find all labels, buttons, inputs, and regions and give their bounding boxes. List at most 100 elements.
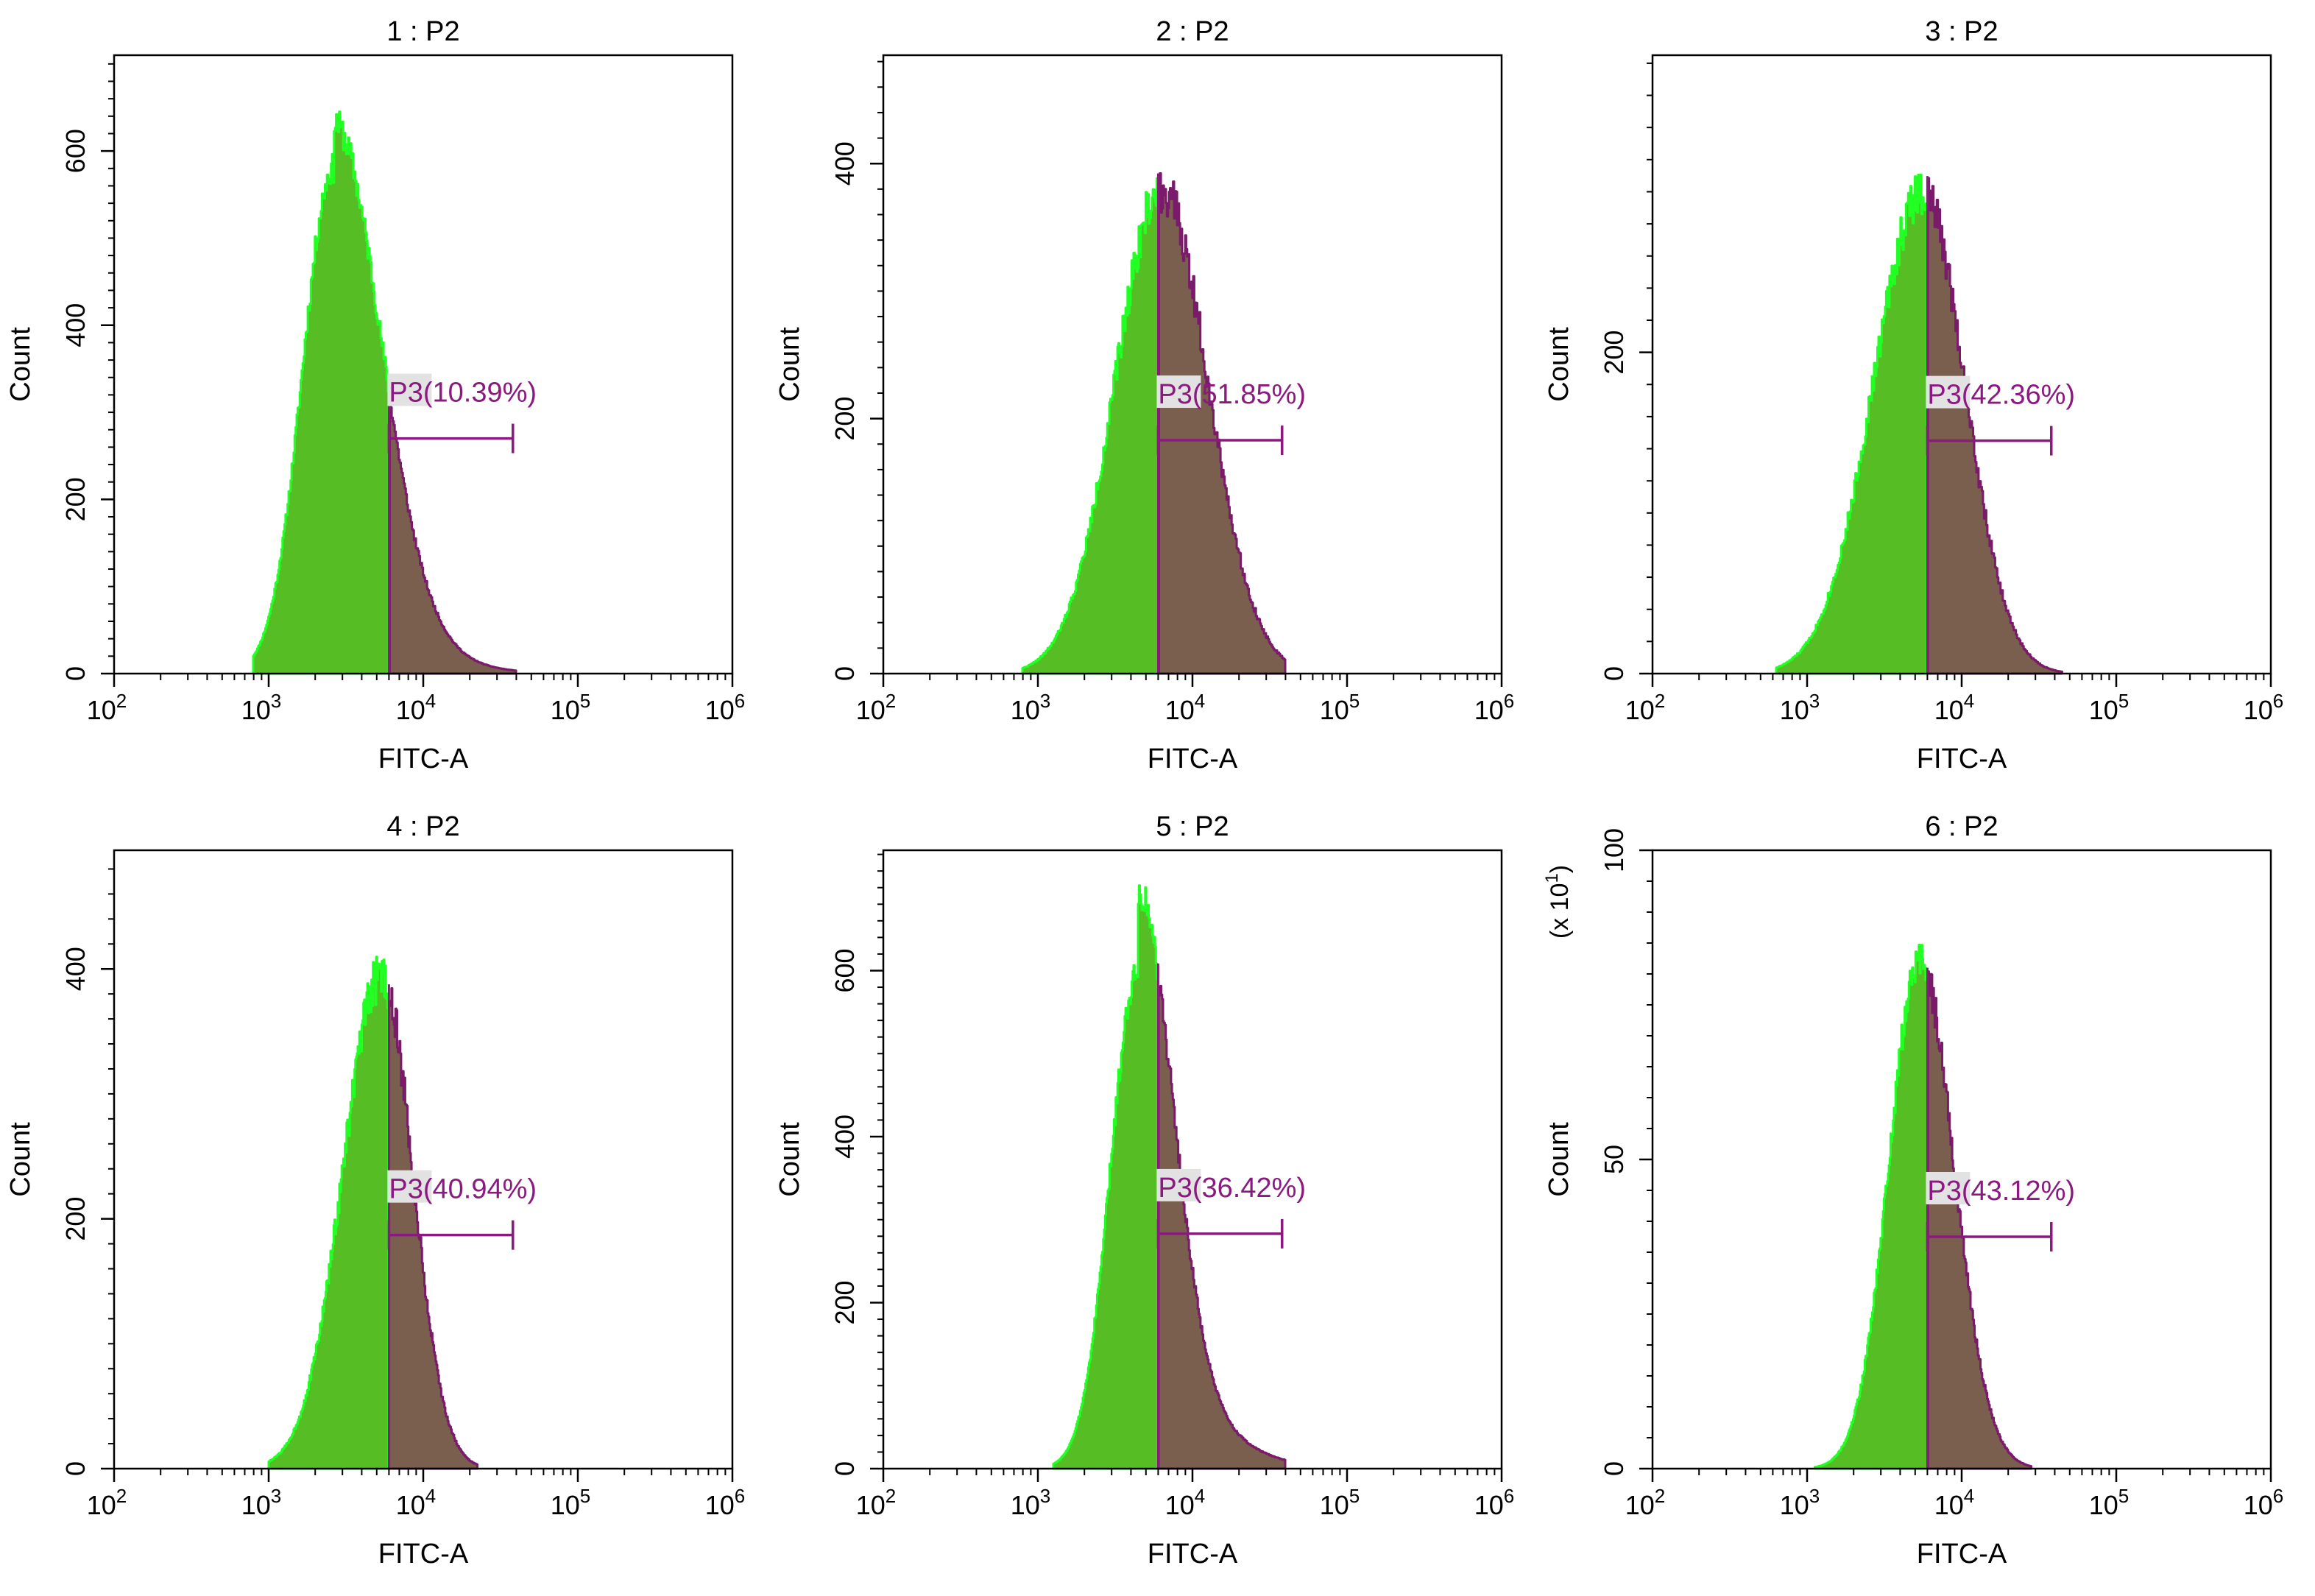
x-tick-label: 103 [1011, 1485, 1051, 1520]
gate-label-background [387, 1170, 432, 1203]
x-tick-label: 102 [856, 690, 897, 725]
gate-label: P3(43.12%) [1927, 1176, 2075, 1207]
y-axis-ticks: 0 200 400 600 [60, 63, 114, 681]
gate-label-background [1926, 1172, 1971, 1204]
x-axis-label: FITC-A [1148, 1539, 1238, 1569]
y-tick-label: 600 [830, 948, 860, 992]
gate-label: P3(51.85%) [1158, 379, 1306, 410]
histogram-below-gate-area [1775, 173, 1929, 675]
y-tick-label: 400 [830, 141, 860, 186]
x-tick-label: 104 [1934, 1485, 1975, 1520]
y-tick-label: 600 [60, 129, 91, 173]
x-axis-label: FITC-A [1917, 744, 2007, 774]
y-tick-label: 0 [60, 1461, 91, 1476]
gate-label-background [1926, 375, 1971, 409]
x-tick-label: 103 [241, 690, 282, 725]
x-tick-label: 104 [1934, 690, 1975, 725]
histogram-above-gate-area [388, 987, 478, 1470]
x-tick-label: 102 [856, 1485, 897, 1520]
histogram-below-gate-area [1052, 884, 1159, 1470]
histogram-panel-3: 102 103 104 105 106 0 200 3 : P2 FITC-A Count P3(4… [1544, 16, 2283, 774]
histogram-below-gate-area [267, 956, 389, 1470]
y-tick-label: 50 [1599, 1145, 1629, 1174]
y-tick-label: 400 [60, 303, 91, 347]
x-tick-label: 106 [1474, 690, 1515, 725]
y-axis-label: Count [1544, 327, 1574, 402]
y-axis-label: Count [774, 1122, 805, 1197]
x-tick-label: 106 [705, 1485, 746, 1520]
gate-label: P3(10.39%) [389, 378, 537, 409]
gate-label: P3(40.94%) [389, 1174, 537, 1205]
panel-title: 6 : P2 [1925, 811, 1998, 842]
histogram-above-gate-area [1926, 177, 2063, 675]
y-axis-ticks: 0 200 400 [830, 60, 883, 681]
y-tick-label: 200 [1599, 331, 1629, 375]
histogram-above-gate-area [1926, 970, 2032, 1470]
y-axis-label: Count [5, 1122, 36, 1197]
x-axis-label: FITC-A [1917, 1539, 2007, 1569]
x-tick-label: 104 [1165, 1485, 1206, 1520]
x-tick-label: 106 [1474, 1485, 1515, 1520]
x-axis-ticks: 102 103 104 105 106 [87, 1469, 746, 1520]
histogram-above-gate-area [1157, 172, 1287, 675]
y-tick-label: 200 [830, 1280, 860, 1324]
gate-marker-p3[interactable]: P3(42.36%) [1926, 375, 2075, 456]
y-tick-label: 400 [830, 1115, 860, 1159]
x-tick-label: 102 [87, 690, 127, 725]
y-tick-label: 200 [60, 477, 91, 521]
x-tick-label: 106 [2244, 690, 2284, 725]
gate-marker-p3[interactable]: P3(51.85%) [1156, 375, 1306, 456]
panel-title: 1 : P2 [386, 16, 459, 47]
y-axis-ticks: 0 50 100 [1599, 828, 1653, 1476]
y-tick-label: 200 [60, 1197, 91, 1241]
gate-marker-p3[interactable]: P3(43.12%) [1926, 1172, 2075, 1251]
x-tick-label: 105 [2089, 690, 2130, 725]
histogram-panel-4: 102 103 104 105 106 0 200 400 4 : P2 FITC-A Count P… [5, 811, 745, 1569]
x-axis-ticks: 102 103 104 105 106 [87, 674, 745, 725]
histogram-panel-1: 102 103 104 105 106 0 200 400 600 1 : P2 FITC-A Cou… [5, 16, 745, 774]
gate-label-background [387, 373, 432, 406]
gate-marker-p3[interactable]: P3(36.42%) [1156, 1168, 1306, 1249]
y-axis-ticks: 0 200 400 600 [830, 853, 883, 1476]
x-axis-label: FITC-A [1148, 744, 1238, 774]
y-axis-label: Count [774, 327, 805, 402]
x-tick-label: 102 [1625, 690, 1666, 725]
y-tick-label: 0 [60, 666, 91, 681]
histogram-above-gate-area [388, 398, 517, 675]
panel-title: 3 : P2 [1925, 16, 1998, 47]
y-axis-multiplier: (x 101) [1542, 865, 1574, 939]
x-tick-label: 103 [1780, 1485, 1820, 1520]
x-tick-label: 103 [1011, 690, 1051, 725]
y-axis-label: Count [1544, 1122, 1574, 1197]
x-tick-label: 105 [1320, 1485, 1360, 1520]
x-axis-ticks: 102 103 104 105 106 [856, 1469, 1515, 1520]
x-tick-label: 102 [1625, 1485, 1666, 1520]
histogram-below-gate-area [1814, 944, 1929, 1470]
histogram-below-gate-area [1021, 177, 1159, 675]
x-tick-label: 104 [396, 1485, 437, 1520]
y-axis-ticks: 0 200 [1599, 62, 1653, 681]
y-tick-label: 100 [1599, 828, 1629, 872]
gate-label: P3(36.42%) [1158, 1173, 1306, 1204]
x-tick-label: 106 [2244, 1485, 2284, 1520]
x-tick-label: 105 [551, 1485, 591, 1520]
histogram-panel-6: 102 103 104 105 106 0 50 100 6 : P2 FITC-A Count (x… [1542, 811, 2283, 1569]
gate-marker-p3[interactable]: P3(40.94%) [387, 1170, 537, 1250]
y-tick-label: 400 [60, 947, 91, 991]
x-tick-label: 105 [551, 690, 591, 725]
x-tick-label: 102 [87, 1485, 127, 1520]
gate-marker-p3[interactable]: P3(10.39%) [387, 373, 537, 453]
y-tick-label: 200 [830, 397, 860, 441]
gate-label: P3(42.36%) [1927, 380, 2075, 411]
x-axis-ticks: 102 103 104 105 106 [1625, 1469, 2284, 1520]
y-tick-label: 0 [1599, 1461, 1629, 1476]
x-tick-label: 105 [2089, 1485, 2130, 1520]
x-tick-label: 103 [241, 1485, 282, 1520]
x-axis-label: FITC-A [378, 744, 469, 774]
x-axis-ticks: 102 103 104 105 106 [1625, 674, 2284, 725]
x-tick-label: 103 [1780, 690, 1820, 725]
x-axis-label: FITC-A [378, 1539, 469, 1569]
y-tick-label: 0 [830, 1461, 860, 1476]
panel-title: 2 : P2 [1156, 16, 1229, 47]
